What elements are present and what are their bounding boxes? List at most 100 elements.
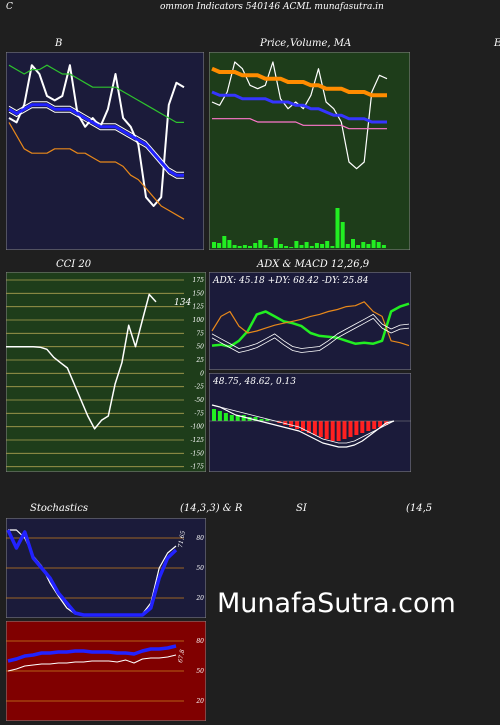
bollinger-band-lower-line	[8, 107, 184, 179]
volume-bar	[227, 240, 232, 248]
macd-histogram-bar	[360, 421, 365, 433]
volume-bar	[340, 222, 345, 248]
bollinger-series-3-line	[8, 122, 185, 220]
cci-title: CCI 20	[56, 259, 92, 270]
macd-histogram-bar	[354, 421, 359, 435]
rsi-value-label: 67.8	[177, 649, 186, 664]
cci-line	[6, 293, 157, 430]
stoch-chart: 80 50 20 71.65	[6, 518, 206, 618]
stoch-title: Stochastics	[30, 503, 88, 514]
volume-bar	[361, 242, 366, 248]
macd-histogram-bar	[289, 421, 294, 427]
cci-tick-label: 100	[193, 317, 205, 324]
macd-histogram-bar	[235, 415, 240, 421]
bollinger-band-upper-line	[8, 101, 184, 173]
rsi-tick-label: 80	[196, 638, 204, 645]
cci-tick-label: -100	[191, 424, 205, 431]
macd-histogram-bar	[217, 411, 222, 421]
volume-bar	[217, 243, 222, 248]
cci-panel: 175 150 125 100 75 50 25 0 -25 -50 -75 -100 -125 -150…	[6, 272, 206, 472]
adx-line-upper	[211, 314, 410, 349]
volume-bar	[258, 240, 263, 248]
rsi-chart: 80 50 20 67.8	[6, 621, 206, 721]
page-title: ommon Indicators 540146 ACML munafasutra…	[160, 2, 384, 12]
volume-bar	[366, 244, 371, 248]
macd-histogram-bar	[372, 421, 377, 429]
macd-histogram-bar	[259, 419, 264, 421]
rsi-series-1-line	[7, 644, 177, 663]
volume-bar	[376, 242, 381, 248]
price-series-2-line	[211, 90, 387, 124]
volume-bar	[212, 242, 216, 248]
macd-histogram-bar	[306, 421, 311, 433]
macd-histogram-bar	[283, 421, 288, 425]
macd-histogram-bar	[212, 409, 216, 421]
volume-bar	[345, 244, 350, 248]
cci-tick-label: -125	[191, 437, 205, 444]
volume-bar	[371, 240, 376, 248]
cci-tick-label: 150	[193, 290, 205, 297]
volume-bar	[309, 246, 314, 248]
adx-series-1-line	[211, 301, 410, 347]
bollinger-panel	[6, 52, 204, 250]
cci-tick-label: 75	[196, 330, 204, 337]
volume-bar	[325, 241, 330, 248]
volume-bar	[222, 236, 227, 248]
stoch-tick-label: 50	[196, 565, 204, 572]
cci-tick-label: -25	[194, 384, 204, 391]
right-edge-letter: E	[494, 38, 500, 49]
header-letter: C	[6, 2, 13, 12]
macd-histogram-bar	[295, 421, 300, 429]
macd-histogram-bar	[223, 413, 228, 421]
price-series-3-line	[212, 118, 387, 130]
stoch-panel: 80 50 20 71.65	[6, 518, 206, 618]
stoch-series-1-line	[6, 529, 178, 617]
macd-histogram-bar	[378, 421, 383, 427]
volume-bar	[278, 244, 283, 248]
volume-bar	[237, 246, 242, 248]
volume-bar	[356, 245, 361, 248]
price-series-1-line	[211, 66, 387, 98]
rsi-title: SI	[296, 503, 307, 514]
macd-histogram-bar	[229, 415, 234, 421]
volume-bar	[284, 246, 289, 248]
macd-histogram-bar	[301, 421, 305, 431]
cci-tick-label: 50	[196, 344, 204, 351]
volume-bar	[314, 243, 319, 248]
macd-histogram-bar	[366, 421, 371, 431]
macd-histogram-bar	[318, 421, 323, 437]
cci-tick-label: 0	[200, 370, 204, 377]
volume-bar	[242, 245, 247, 248]
cci-tick-label: -150	[191, 450, 205, 457]
volume-bar	[320, 244, 325, 248]
adx-chart: ADX: 45.18 +DY: 68.42 -DY: 25.84	[209, 272, 411, 370]
macd-chart: 48.75, 48.62, 0.13	[209, 373, 411, 472]
volume-bar	[381, 245, 386, 248]
macd-histogram-bar	[342, 421, 347, 439]
adx-values-label: ADX: 45.18 +DY: 68.42 -DY: 25.84	[212, 276, 369, 286]
adx-line-lower	[211, 318, 410, 353]
volume-bar	[268, 247, 273, 248]
stoch-tick-label: 80	[196, 535, 204, 542]
volume-bar	[335, 208, 340, 248]
macd-signal-line	[211, 404, 395, 444]
macd-panel: 48.75, 48.62, 0.13	[209, 373, 411, 472]
macd-values-label: 48.75, 48.62, 0.13	[212, 377, 296, 387]
stoch-value-label: 71.65	[177, 530, 187, 548]
bollinger-series-1-line	[8, 103, 184, 177]
adx-panel: ADX: 45.18 +DY: 68.42 -DY: 25.84	[209, 272, 411, 370]
volume-bar	[253, 243, 258, 248]
macd-histogram-bar	[324, 421, 329, 439]
price-chart	[209, 52, 410, 250]
volume-bar	[289, 247, 294, 248]
stoch-params: (14,3,3) & R	[180, 503, 243, 514]
price-title: Price,	[260, 38, 290, 49]
bollinger-title: B	[55, 38, 63, 49]
macd-histogram-bar	[265, 419, 270, 421]
rsi-tick-label: 20	[195, 698, 204, 705]
cci-tick-label: 125	[193, 304, 205, 311]
macd-histogram-bar	[312, 421, 317, 435]
rsi-panel: 80 50 20 67.8	[6, 621, 206, 721]
price-title-overlap: Volume, MA	[290, 38, 352, 49]
stoch-tick-label: 20	[195, 595, 204, 602]
